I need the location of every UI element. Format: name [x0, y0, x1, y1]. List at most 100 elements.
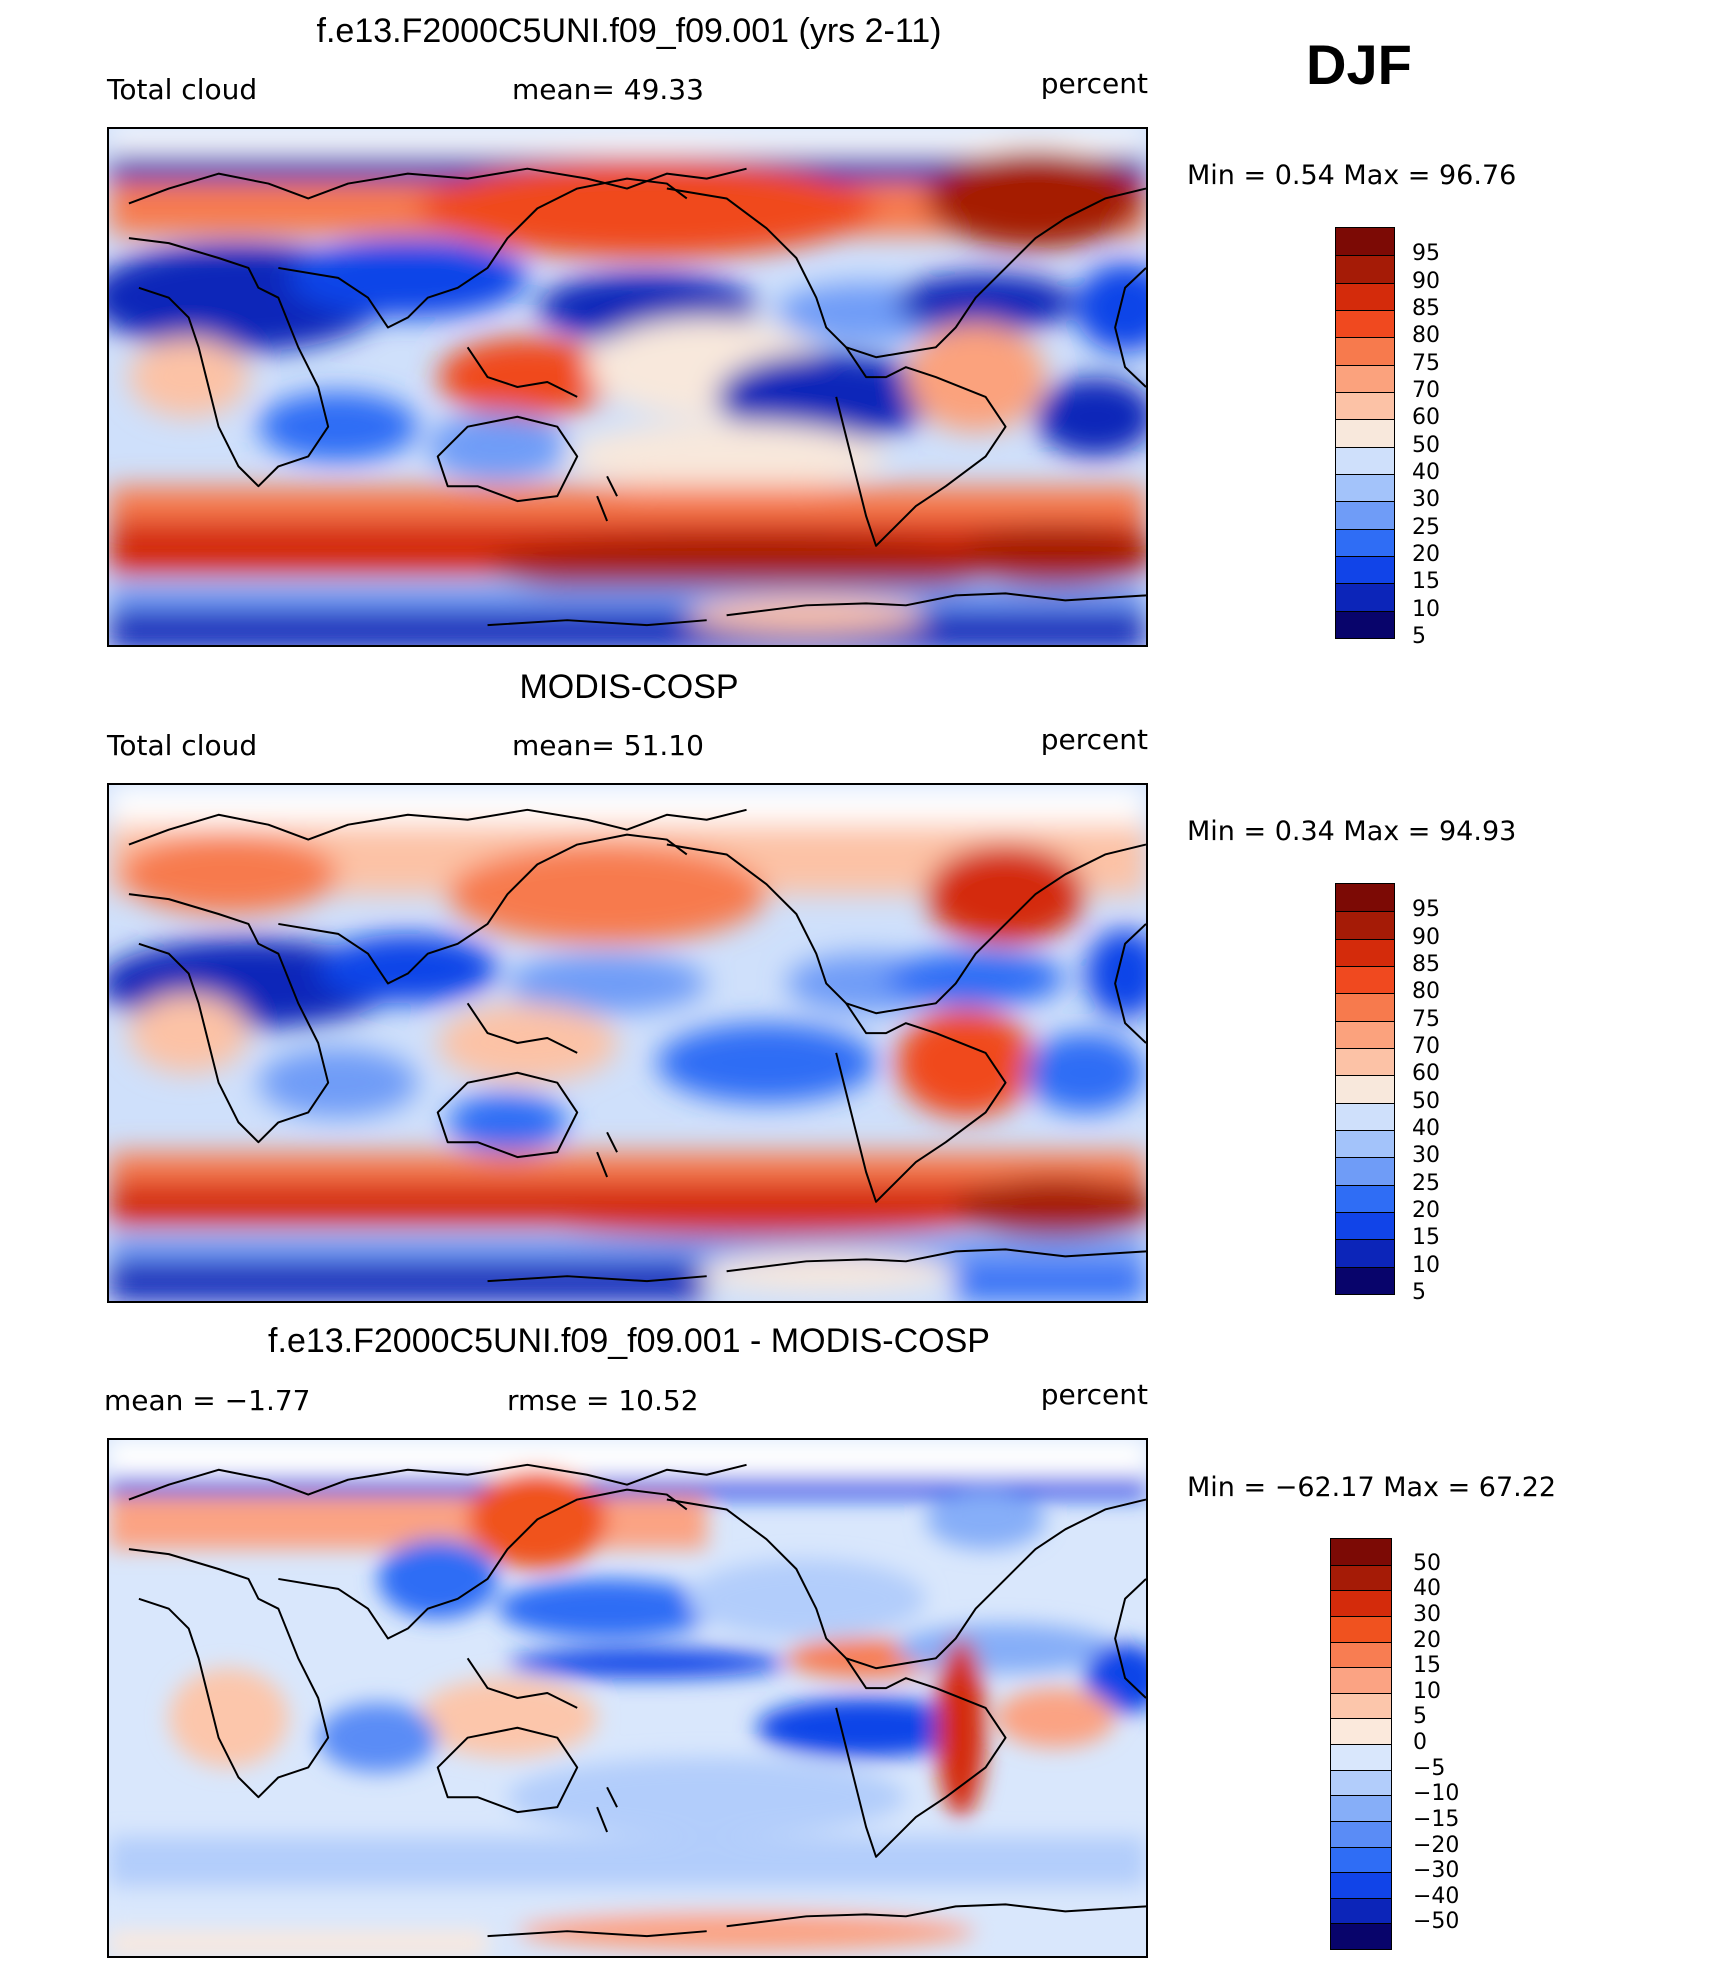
colorbar-segment [1336, 501, 1394, 530]
panel-1-units-label: percent [1040, 67, 1148, 100]
colorbar-label: −30 [1413, 1858, 1460, 1884]
colorbar-label: 20 [1412, 542, 1440, 567]
colorbar-label: 40 [1412, 1116, 1440, 1141]
panel-1-colorbar [1335, 227, 1395, 639]
colorbar-label: 95 [1412, 241, 1440, 267]
panel-2-colorbar [1335, 883, 1395, 1295]
panel-3-mean-label: mean = −1.77 [104, 1384, 311, 1417]
colorbar-label: 5 [1413, 1704, 1427, 1730]
colorbar-label: −10 [1413, 1781, 1460, 1807]
colorbar-label: 50 [1412, 1088, 1440, 1114]
colorbar-segment [1331, 1564, 1391, 1592]
panel-2-colorbar-labels: 95 90 85 80 75 70 60 50 40 30 25 20 15 10 5 [1412, 883, 1472, 1304]
colorbar-label: 15 [1413, 1653, 1441, 1679]
colorbar-label: 80 [1412, 979, 1440, 1005]
panel-1-coastlines [128, 167, 1146, 627]
colorbar-segment [1331, 1718, 1391, 1745]
colorbar-segment [1336, 583, 1394, 612]
colorbar-label: 10 [1412, 1252, 1440, 1278]
colorbar-label: 15 [1412, 1225, 1440, 1251]
panel-2-mean-label: mean= 51.10 [512, 729, 704, 762]
colorbar-label: 80 [1412, 323, 1440, 349]
colorbar-segment [1336, 528, 1394, 557]
colorbar-segment [1336, 1239, 1394, 1268]
colorbar-label: 70 [1412, 1034, 1440, 1059]
colorbar-label: 85 [1412, 952, 1440, 977]
colorbar-segment [1331, 1667, 1391, 1694]
colorbar-segment [1336, 337, 1394, 366]
colorbar-label: 15 [1412, 569, 1440, 595]
colorbar-segment [1336, 310, 1394, 339]
colorbar-segment [1331, 1795, 1391, 1822]
panel-2-map [107, 783, 1148, 1303]
colorbar-segment [1331, 1615, 1391, 1643]
colorbar-segment [1336, 610, 1394, 638]
panel-2-variable-label: Total cloud [107, 729, 258, 762]
colorbar-label: 5 [1412, 1280, 1426, 1305]
colorbar-segment [1331, 1539, 1391, 1566]
colorbar-label: 40 [1412, 460, 1440, 485]
colorbar-label: 0 [1413, 1730, 1427, 1755]
colorbar-segment [1336, 556, 1394, 585]
panel-2-units-label: percent [1040, 723, 1148, 756]
panel-2-coastlines [128, 808, 1146, 1283]
colorbar-segment [1336, 392, 1394, 421]
colorbar-label: 75 [1412, 350, 1440, 376]
panel-3-map [107, 1438, 1148, 1958]
colorbar-segment [1331, 1897, 1391, 1925]
panel-1-map-svg [109, 129, 1146, 645]
colorbar-segment [1336, 1102, 1394, 1131]
colorbar-segment [1331, 1744, 1391, 1771]
colorbar-label: 30 [1413, 1601, 1441, 1627]
colorbar-label: 60 [1412, 1061, 1440, 1087]
colorbar-segment [1336, 1075, 1394, 1104]
colorbar-label: 70 [1412, 378, 1440, 403]
panel-1-variable-label: Total cloud [107, 73, 258, 106]
colorbar-label: −5 [1413, 1755, 1446, 1781]
panel-1-mean-label: mean= 49.33 [512, 73, 704, 106]
colorbar-label: −40 [1413, 1883, 1460, 1909]
panel-1-map [107, 127, 1148, 647]
colorbar-label: 90 [1412, 268, 1440, 294]
colorbar-segment [1336, 884, 1394, 913]
colorbar-label: 30 [1412, 1143, 1440, 1169]
colorbar-segment [1331, 1923, 1391, 1949]
colorbar-segment [1336, 993, 1394, 1022]
colorbar-segment [1336, 282, 1394, 311]
colorbar-segment [1331, 1872, 1391, 1899]
colorbar-label: −20 [1413, 1832, 1460, 1858]
panel-3-coastlines [128, 1463, 1146, 1938]
colorbar-label: −15 [1413, 1806, 1460, 1832]
panel-1-colorbar-labels: 95 90 85 80 75 70 60 50 40 30 25 20 15 10 5 [1412, 227, 1472, 648]
colorbar-segment [1336, 1157, 1394, 1186]
colorbar-segment [1331, 1846, 1391, 1874]
colorbar-label: 85 [1412, 296, 1440, 321]
colorbar-segment [1331, 1769, 1391, 1797]
colorbar-segment [1336, 911, 1394, 940]
panel-3-units-label: percent [1040, 1378, 1148, 1411]
colorbar-segment [1336, 1048, 1394, 1077]
colorbar-label: 25 [1412, 514, 1440, 540]
panel-3-title: f.e13.F2000C5UNI.f09_f09.001 - MODIS-COS… [268, 1322, 990, 1360]
panel-3-rmse-label: rmse = 10.52 [507, 1384, 699, 1417]
colorbar-segment [1336, 1130, 1394, 1159]
colorbar-segment [1336, 966, 1394, 995]
colorbar-segment [1336, 1020, 1394, 1049]
colorbar-segment [1331, 1692, 1391, 1720]
colorbar-label: 25 [1412, 1170, 1440, 1196]
colorbar-label: 10 [1412, 596, 1440, 622]
colorbar-label: 75 [1412, 1006, 1440, 1032]
colorbar-label: 20 [1413, 1627, 1441, 1653]
panel-1-title: f.e13.F2000C5UNI.f09_f09.001 (yrs 2-11) [316, 12, 942, 50]
panel-3-colorbar-labels: 50 40 30 20 15 10 5 0 −5 −10 −15 −20 −30 −40 −50 [1413, 1538, 1493, 1950]
colorbar-segment [1336, 1266, 1394, 1294]
colorbar-label: 5 [1412, 624, 1426, 649]
colorbar-segment [1336, 474, 1394, 503]
colorbar-label: 50 [1413, 1550, 1441, 1576]
colorbar-segment [1331, 1590, 1391, 1617]
colorbar-segment [1336, 446, 1394, 475]
panel-3-minmax: Min = −62.17 Max = 67.22 [1187, 1472, 1557, 1503]
colorbar-segment [1331, 1820, 1391, 1848]
colorbar-label: 60 [1412, 405, 1440, 431]
